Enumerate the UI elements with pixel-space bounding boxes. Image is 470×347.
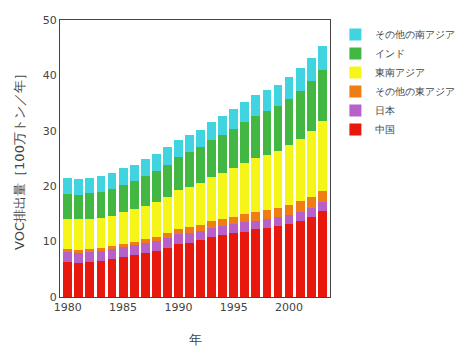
svg-text:インド: インド xyxy=(375,48,405,59)
svg-text:50: 50 xyxy=(43,14,57,27)
svg-text:1980: 1980 xyxy=(54,301,82,314)
svg-text:中国: 中国 xyxy=(375,124,395,135)
svg-text:1985: 1985 xyxy=(109,301,137,314)
svg-text:30: 30 xyxy=(43,125,57,138)
svg-text:その他の東アジア: その他の東アジア xyxy=(375,86,455,97)
svg-text:東南アジア: 東南アジア xyxy=(375,67,425,78)
svg-text:1990: 1990 xyxy=(164,301,192,314)
svg-text:年: 年 xyxy=(189,332,202,347)
svg-text:0: 0 xyxy=(50,291,57,304)
svg-text:20: 20 xyxy=(43,180,57,193)
svg-text:40: 40 xyxy=(43,69,57,82)
svg-text:2000: 2000 xyxy=(275,301,303,314)
svg-text:その他の南アジア: その他の南アジア xyxy=(375,29,455,40)
svg-text:日本: 日本 xyxy=(375,105,395,116)
svg-text:1995: 1995 xyxy=(220,301,248,314)
svg-text:VOC排出量［100万トン／年］: VOC排出量［100万トン／年］ xyxy=(12,67,27,250)
svg-text:10: 10 xyxy=(43,235,57,248)
